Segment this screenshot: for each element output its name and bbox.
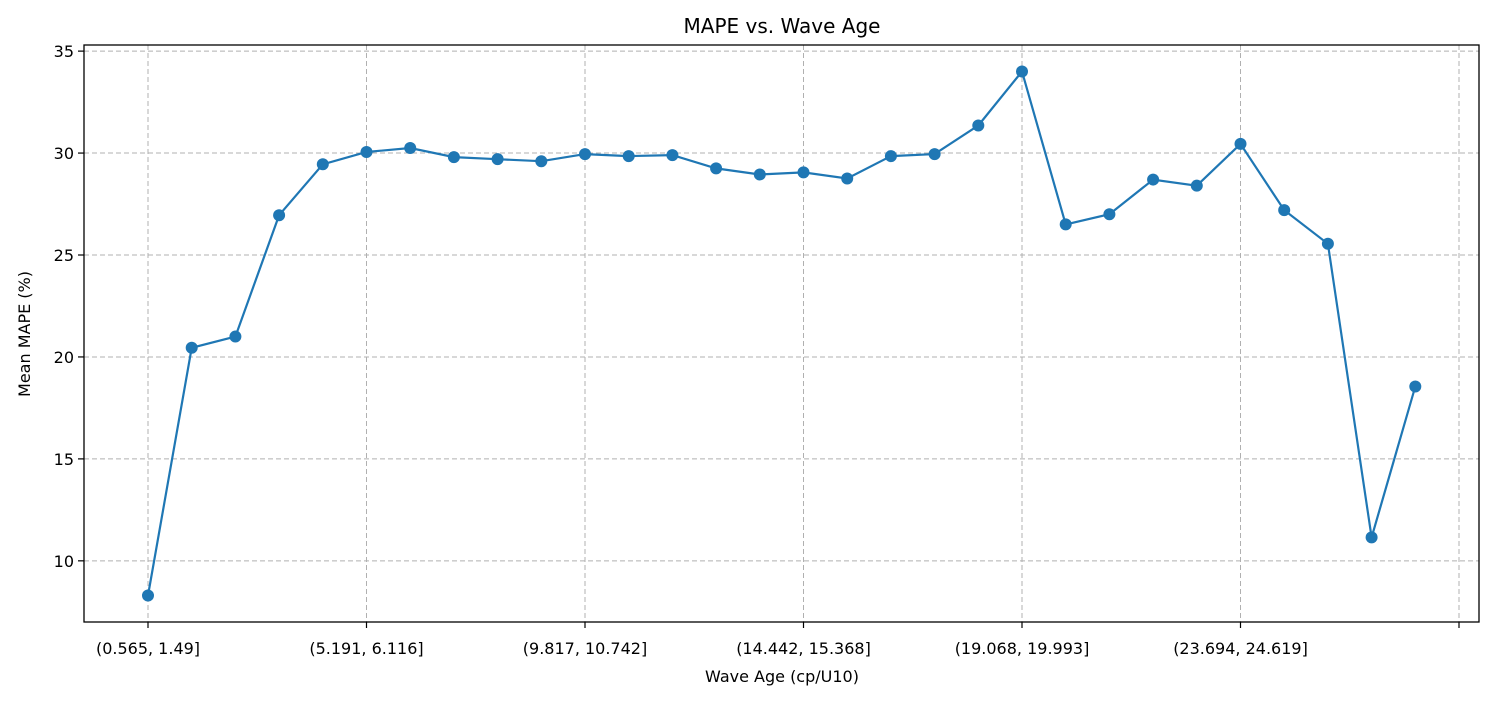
data-point [1103,208,1116,221]
x-tick-label: (14.442, 15.368] [736,639,871,658]
y-axis-label: Mean MAPE (%) [15,271,34,397]
x-axis: (0.565, 1.49] (5.191, 6.116] (9.817, 10.74… [96,622,1460,658]
data-point [491,153,504,166]
data-point [666,149,679,162]
data-point [1190,179,1203,192]
data-point [447,151,460,164]
data-point [1409,380,1422,393]
y-tick-label: 20 [54,348,74,367]
data-point [841,172,854,185]
y-tick-label: 15 [54,450,74,469]
data-point [535,155,548,168]
x-tick-label: (0.565, 1.49] [96,639,200,658]
data-point [1234,137,1247,150]
series-line [146,69,1417,596]
data-point [1278,204,1291,217]
data-point [753,168,766,181]
data-point [1147,173,1160,186]
data-point [229,330,242,343]
data-point [928,148,941,161]
y-tick-label: 25 [54,246,74,265]
data-point [622,150,635,163]
y-tick-label: 30 [54,144,74,163]
y-axis: 10 15 20 25 30 35 [54,42,84,571]
data-point [797,166,810,179]
x-tick-label: (9.817, 10.742] [523,639,647,658]
grid [84,45,1479,622]
data-point [273,209,286,222]
data-point [1016,65,1028,78]
data-series [142,65,1422,602]
x-tick-label: (23.694, 24.619] [1173,639,1308,658]
data-point [185,341,198,354]
y-tick-label: 35 [54,42,74,61]
data-point [142,589,154,602]
x-axis-label: Wave Age (cp/U10) [705,667,859,686]
data-point [972,119,985,132]
data-point [884,150,897,163]
data-point [404,141,417,154]
data-point [1059,218,1072,231]
data-point [360,146,373,159]
y-tick-label: 10 [54,552,74,571]
data-point [316,158,329,171]
data-point [579,148,591,161]
data-point [1365,531,1378,544]
plot-frame [83,44,1480,623]
data-point [710,162,723,175]
data-point [1321,237,1334,250]
x-tick-label: (5.191, 6.116] [309,639,423,658]
x-tick-label: (19.068, 19.993] [955,639,1090,658]
chart-title: MAPE vs. Wave Age [684,14,881,38]
